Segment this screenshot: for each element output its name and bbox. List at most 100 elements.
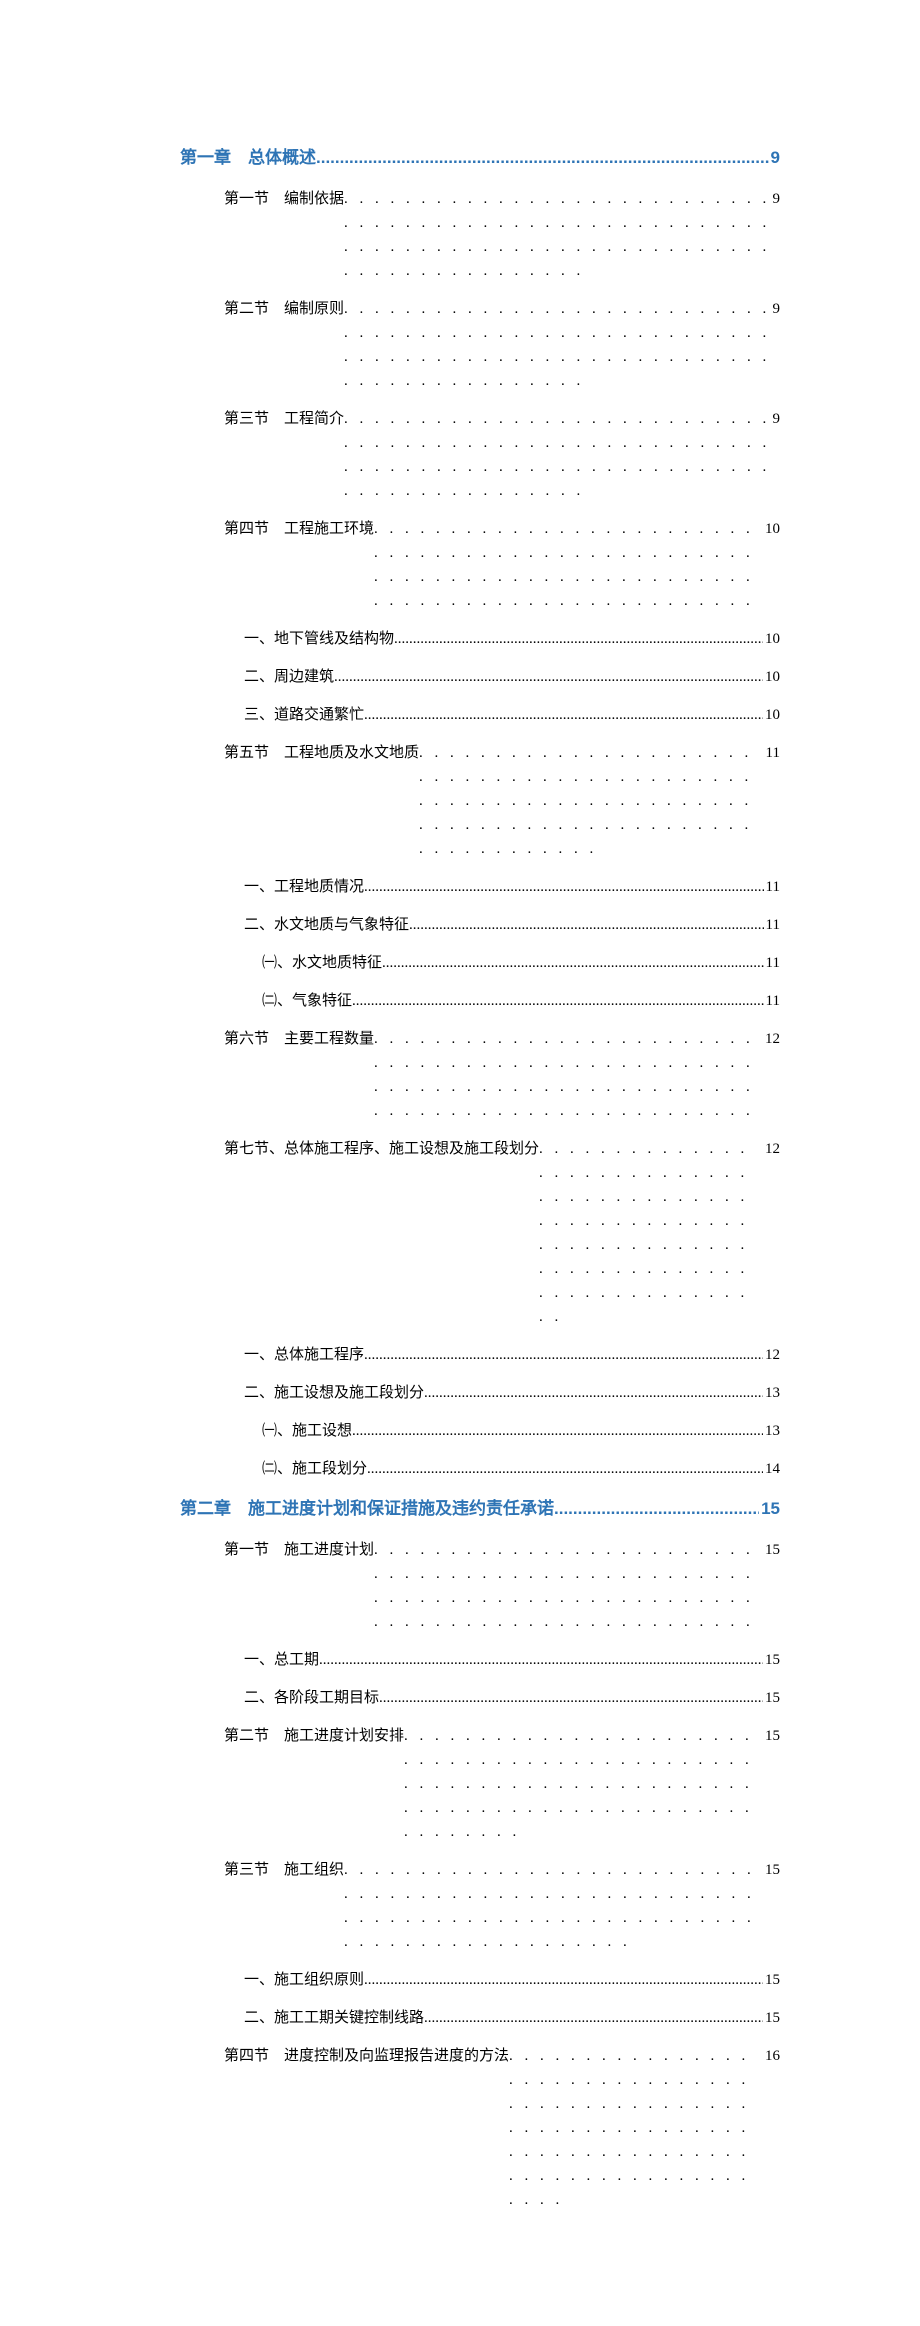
toc-entry-text: 一、总工期 [244,1648,319,1672]
toc-entry[interactable]: 第三节 工程简介. . . . . . . . . . . . . . . . … [180,407,780,503]
toc-entry-text: 二、周边建筑 [244,665,334,689]
toc-leader: . . . . . . . . . . . . . . . . . . . . … [404,1724,763,1844]
toc-leader: ........................................… [364,1968,763,1992]
toc-page: 第一章 总体概述................................… [0,0,920,2326]
toc-entry-text: 第一节 施工进度计划 [224,1538,374,1562]
toc-entry-text: 第二节 编制原则 [224,297,344,321]
toc-leader: . . . . . . . . . . . . . . . . . . . . … [344,1858,763,1954]
toc-entry[interactable]: 第六节 主要工程数量. . . . . . . . . . . . . . . … [180,1027,780,1123]
toc-entry-page: 16 [763,2044,780,2068]
toc-entry[interactable]: 一、工程地质情况................................… [180,875,780,899]
toc-leader: ........................................… [382,951,764,975]
toc-entry-text: 第二节 施工进度计划安排 [224,1724,404,1748]
toc-entry-text: ㈡、施工段划分 [262,1457,367,1481]
toc-entry-text: 一、总体施工程序 [244,1343,364,1367]
toc-entry-page: 11 [764,741,780,765]
toc-entry-page: 14 [763,1457,780,1481]
toc-entry[interactable]: ㈡、施工段划分.................................… [180,1457,780,1481]
toc-entry[interactable]: 第五节 工程地质及水文地质. . . . . . . . . . . . . .… [180,741,780,861]
toc-entry-page: 10 [763,627,780,651]
toc-leader: ........................................… [364,875,764,899]
toc-entry[interactable]: 第二章 施工进度计划和保证措施及违约责任承诺..................… [180,1495,780,1522]
toc-leader: ........................................… [394,627,763,651]
toc-entry-page: 9 [769,144,780,171]
toc-entry[interactable]: 一、施工组织原则................................… [180,1968,780,1992]
toc-entry-text: 一、施工组织原则 [244,1968,364,1992]
toc-entry-page: 10 [763,517,780,541]
toc-leader: ........................................… [554,1495,759,1522]
toc-leader: ........................................… [379,1686,763,1710]
toc-leader: ........................................… [319,1648,763,1672]
toc-entry[interactable]: ㈠、施工设想..................................… [180,1419,780,1443]
toc-entry[interactable]: 第二节 编制原则. . . . . . . . . . . . . . . . … [180,297,780,393]
toc-entry-page: 13 [763,1381,780,1405]
toc-entry-page: 12 [763,1137,780,1161]
toc-entry-text: 二、施工设想及施工段划分 [244,1381,424,1405]
toc-entry[interactable]: 二、各阶段工期目标...............................… [180,1686,780,1710]
toc-leader: ........................................… [409,913,764,937]
toc-leader: ........................................… [364,703,763,727]
toc-leader: ........................................… [334,665,763,689]
toc-entry-page: 15 [763,1724,780,1748]
toc-leader: . . . . . . . . . . . . . . . . . . . . … [419,741,764,861]
toc-entry[interactable]: 三、道路交通繁忙................................… [180,703,780,727]
toc-entry-page: 11 [764,951,780,975]
toc-entry-text: 一、工程地质情况 [244,875,364,899]
toc-entry[interactable]: 第一章 总体概述................................… [180,144,780,171]
toc-entry[interactable]: 二、施工设想及施工段划分............................… [180,1381,780,1405]
toc-entry[interactable]: 第二节 施工进度计划安排. . . . . . . . . . . . . . … [180,1724,780,1844]
toc-entry[interactable]: 第一节 施工进度计划. . . . . . . . . . . . . . . … [180,1538,780,1634]
toc-entry-text: 第三节 施工组织 [224,1858,344,1882]
toc-leader: ........................................… [364,1343,763,1367]
toc-entry-text: 第六节 主要工程数量 [224,1027,374,1051]
toc-leader: . . . . . . . . . . . . . . . . . . . . … [539,1137,763,1329]
toc-entry-text: 二、各阶段工期目标 [244,1686,379,1710]
toc-leader: ........................................… [352,989,764,1013]
toc-entry[interactable]: 第七节、总体施工程序、施工设想及施工段划分. . . . . . . . . .… [180,1137,780,1329]
toc-entry[interactable]: 一、总工期...................................… [180,1648,780,1672]
toc-entry[interactable]: 第四节 工程施工环境. . . . . . . . . . . . . . . … [180,517,780,613]
toc-entry-text: ㈠、施工设想 [262,1419,352,1443]
toc-entry[interactable]: 二、施工工期关键控制线路............................… [180,2006,780,2030]
toc-entry[interactable]: 第一节 编制依据. . . . . . . . . . . . . . . . … [180,187,780,283]
toc-entry[interactable]: 二、水文地质与气象特征.............................… [180,913,780,937]
toc-entry-page: 15 [763,1686,780,1710]
toc-entry[interactable]: 一、总体施工程序................................… [180,1343,780,1367]
toc-entry-text: 二、水文地质与气象特征 [244,913,409,937]
toc-entry-page: 9 [771,297,781,321]
toc-leader: . . . . . . . . . . . . . . . . . . . . … [509,2044,763,2212]
toc-entry[interactable]: 第三节 施工组织. . . . . . . . . . . . . . . . … [180,1858,780,1954]
toc-entry-text: 第四节 工程施工环境 [224,517,374,541]
toc-entry-page: 13 [763,1419,780,1443]
toc-entry-page: 15 [763,1858,780,1882]
toc-entry[interactable]: ㈠、水文地质特征................................… [180,951,780,975]
toc-entry-page: 10 [763,703,780,727]
toc-leader: . . . . . . . . . . . . . . . . . . . . … [374,1538,763,1634]
toc-entry-page: 12 [763,1343,780,1367]
toc-leader: ........................................… [424,2006,763,2030]
toc-entry-text: 第一节 编制依据 [224,187,344,211]
toc-entry-text: 一、地下管线及结构物 [244,627,394,651]
toc-entry-page: 15 [763,1538,780,1562]
toc-entry[interactable]: 二、周边建筑..................................… [180,665,780,689]
toc-entry-text: 第五节 工程地质及水文地质 [224,741,419,765]
toc-entry-page: 9 [771,187,781,211]
toc-leader: . . . . . . . . . . . . . . . . . . . . … [374,517,763,613]
toc-leader: . . . . . . . . . . . . . . . . . . . . … [344,297,770,393]
toc-entry[interactable]: 第四节 进度控制及向监理报告进度的方法. . . . . . . . . . .… [180,2044,780,2212]
toc-leader: . . . . . . . . . . . . . . . . . . . . … [344,187,770,283]
toc-entry-page: 11 [764,913,780,937]
toc-entry-page: 15 [763,2006,780,2030]
toc-entry-page: 11 [764,989,780,1013]
toc-entry[interactable]: ㈡、气象特征..................................… [180,989,780,1013]
toc-entry[interactable]: 一、地下管线及结构物..............................… [180,627,780,651]
toc-entry-text: 第四节 进度控制及向监理报告进度的方法 [224,2044,509,2068]
toc-leader: ........................................… [424,1381,763,1405]
toc-leader: ........................................… [316,144,769,171]
toc-entry-page: 11 [764,875,780,899]
toc-entry-text: 第七节、总体施工程序、施工设想及施工段划分 [224,1137,539,1161]
toc-entry-text: 第二章 施工进度计划和保证措施及违约责任承诺 [180,1495,554,1522]
toc-entry-page: 15 [759,1495,780,1522]
toc-entry-page: 10 [763,665,780,689]
toc-leader: ........................................… [352,1419,763,1443]
